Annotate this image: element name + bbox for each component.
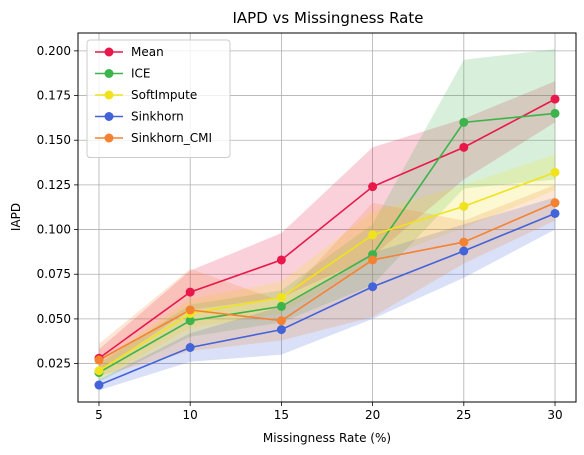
x-tick-label: 30 <box>547 408 562 422</box>
x-tick-label: 15 <box>274 408 289 422</box>
confidence-band-sinkhorn <box>98 197 556 391</box>
legend-marker-mean <box>104 47 114 57</box>
x-axis-label: Missingness Rate (%) <box>263 431 391 445</box>
confidence-band-mean <box>98 81 556 371</box>
data-point-mean <box>459 142 469 152</box>
legend-label: SoftImpute <box>131 88 197 102</box>
data-point-sinkhorn_cmi <box>94 355 104 365</box>
y-axis-label: IAPD <box>9 203 23 231</box>
legend-label: Mean <box>131 45 164 59</box>
x-tick-label: 20 <box>365 408 380 422</box>
data-point-sinkhorn_cmi <box>185 305 195 315</box>
data-point-sinkhorn <box>276 325 286 335</box>
y-tick-label: 0.150 <box>37 133 71 147</box>
legend-label: Sinkhorn_CMI <box>131 131 212 145</box>
legend-label: Sinkhorn <box>131 110 184 124</box>
y-tick-label: 0.050 <box>37 312 71 326</box>
data-point-sinkhorn <box>368 282 378 292</box>
series-line-softimpute <box>98 171 556 372</box>
y-tick-label: 0.200 <box>37 44 71 58</box>
legend-marker-softimpute <box>104 90 114 100</box>
data-point-sinkhorn_cmi <box>459 237 469 247</box>
data-point-sinkhorn <box>94 380 104 390</box>
y-tick-label: 0.175 <box>37 89 71 103</box>
legend-marker-sinkhorn_cmi <box>104 133 114 143</box>
series-line-mean <box>98 98 556 359</box>
data-point-mean <box>550 94 560 104</box>
x-tick-label: 5 <box>95 408 103 422</box>
data-point-softimpute <box>368 230 378 240</box>
series-line-ice <box>98 112 556 374</box>
y-tick-label: 0.025 <box>37 357 71 371</box>
series-line-sinkhorn <box>98 212 556 386</box>
legend-marker-sinkhorn <box>104 112 114 121</box>
x-axis: 5 10 15 20 25 30 <box>95 402 563 422</box>
x-tick-label: 10 <box>183 408 198 422</box>
data-point-softimpute <box>94 366 104 376</box>
data-point-sinkhorn <box>185 342 195 352</box>
data-point-ice <box>276 301 286 311</box>
legend-label: ICE <box>131 67 151 81</box>
y-tick-label: 0.100 <box>37 223 71 237</box>
data-point-mean <box>368 182 378 192</box>
series-lines <box>98 98 556 386</box>
data-point-mean <box>185 287 195 297</box>
legend: Mean ICE SoftImpute Sinkhorn Sinkhorn_CMI <box>86 39 231 158</box>
data-point-sinkhorn <box>459 246 469 256</box>
data-point-softimpute <box>459 201 469 211</box>
series-line-sinkhorn_cmi <box>98 202 556 361</box>
data-point-sinkhorn_cmi <box>368 255 378 265</box>
y-axis: 0.025 0.050 0.075 0.100 0.125 0.150 0.175 0.200 <box>37 44 78 371</box>
legend-box <box>86 39 231 158</box>
chart-title: IAPD vs Missingness Rate <box>233 9 424 27</box>
y-tick-label: 0.125 <box>37 178 71 192</box>
x-tick-label: 25 <box>456 408 471 422</box>
data-point-softimpute <box>550 167 560 177</box>
data-point-ice <box>550 108 560 118</box>
data-point-softimpute <box>276 292 286 302</box>
data-point-mean <box>276 255 286 265</box>
data-point-sinkhorn_cmi <box>550 198 560 208</box>
confidence-band-ice <box>98 49 556 382</box>
data-point-ice <box>459 117 469 127</box>
data-point-sinkhorn_cmi <box>276 316 286 326</box>
y-tick-label: 0.075 <box>37 267 71 281</box>
data-point-ice <box>185 316 195 326</box>
plot-frame <box>77 32 577 403</box>
data-point-sinkhorn <box>550 208 560 218</box>
legend-marker-ice <box>104 69 114 78</box>
data-points <box>94 94 560 390</box>
